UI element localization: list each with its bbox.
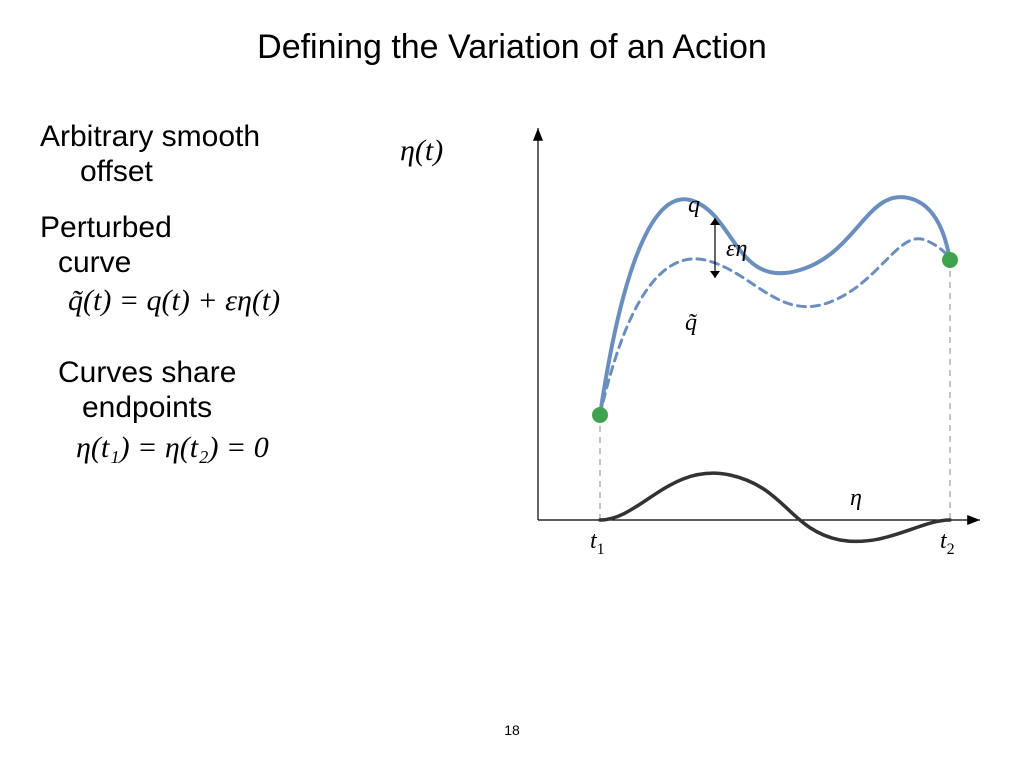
svg-text:εη: εη [726,236,747,262]
perturbed-label-l1: Perturbed [40,211,460,246]
perturbed-label-l2: curve [40,246,460,281]
svg-text:t1: t1 [590,528,605,558]
endpoints-label-l2: endpoints [58,391,460,426]
perturbed-equation: q̃(t) = q(t) + εη(t) [40,284,460,318]
svg-text:q̃: q̃ [685,310,697,336]
offset-label-l1: Arbitrary smooth [40,120,460,155]
eta-function-label: η(t) [400,134,443,168]
endpoints-label-l1: Curves share [58,356,460,391]
endpoints-label-block: Curves share endpoints η(t₁) = η(t₂) = 0 [40,356,460,465]
svg-text:q: q [688,192,700,218]
offset-label-block: Arbitrary smooth offset [40,120,460,189]
svg-text:η: η [850,485,862,511]
perturbed-label-block: Perturbed curve q̃(t) = q(t) + εη(t) [40,211,460,318]
chart-svg: qεη q̃ η t1 t2 [520,120,990,560]
endpoints-equation: η(t₁) = η(t₂) = 0 [58,431,460,465]
page-number: 18 [0,722,1024,738]
variation-chart: qεη q̃ η t1 t2 [520,120,990,560]
slide-title: Defining the Variation of an Action [0,28,1024,67]
left-column: Arbitrary smooth offset Perturbed curve … [40,120,460,479]
svg-text:t2: t2 [940,528,955,558]
offset-label-l2: offset [40,155,460,190]
